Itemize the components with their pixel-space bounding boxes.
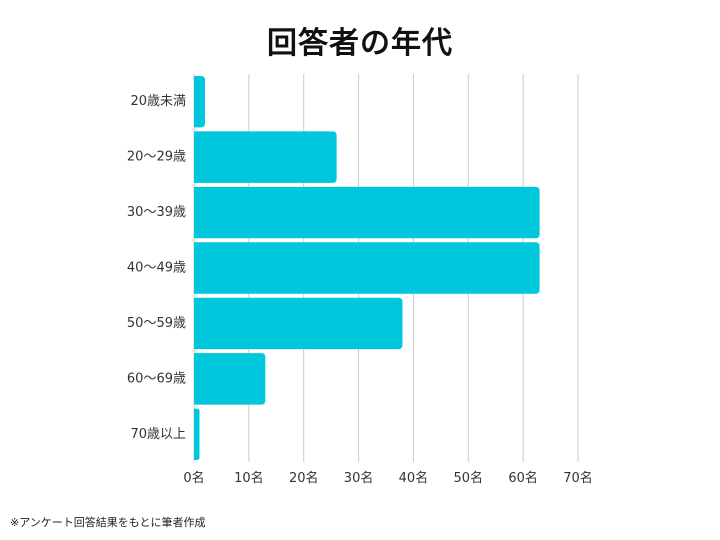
x-tick-label: 10名: [234, 470, 264, 486]
category-label: 50～59歳: [127, 316, 186, 331]
category-label: 20歳未満: [130, 94, 186, 109]
category-label: 60～69歳: [127, 371, 186, 386]
bar: [194, 353, 266, 405]
footnote: ※アンケート回答結果をもとに筆者作成: [10, 516, 206, 529]
bar: [194, 297, 403, 350]
chart-title: 回答者の年代: [267, 26, 453, 61]
x-tick-label: 40名: [399, 470, 429, 486]
bar: [194, 76, 205, 128]
category-label: 70歳以上: [130, 427, 186, 442]
bar: [194, 408, 200, 460]
x-tick-label: 30名: [344, 470, 374, 486]
x-tick-label: 70名: [563, 470, 593, 486]
bar: [194, 242, 540, 294]
category-labels: 20歳未満 20～29歳 30～39歳 40～49歳 50～59歳 60～69歳 70歳以上: [127, 94, 186, 442]
category-label: 30～39歳: [127, 205, 186, 220]
category-label: 40～49歳: [127, 261, 186, 276]
bar: [194, 131, 337, 183]
x-tick-label: 50名: [454, 470, 484, 486]
x-tick-label: 20名: [289, 470, 319, 486]
x-tick-label: 60名: [508, 470, 538, 486]
category-label: 20～29歳: [127, 150, 186, 165]
bars: [194, 76, 540, 460]
x-tick-label: 0名: [183, 470, 204, 486]
x-tick-labels: 0名 10名 20名 30名 40名 50名 60名 70名: [183, 470, 592, 486]
bar: [194, 186, 540, 239]
